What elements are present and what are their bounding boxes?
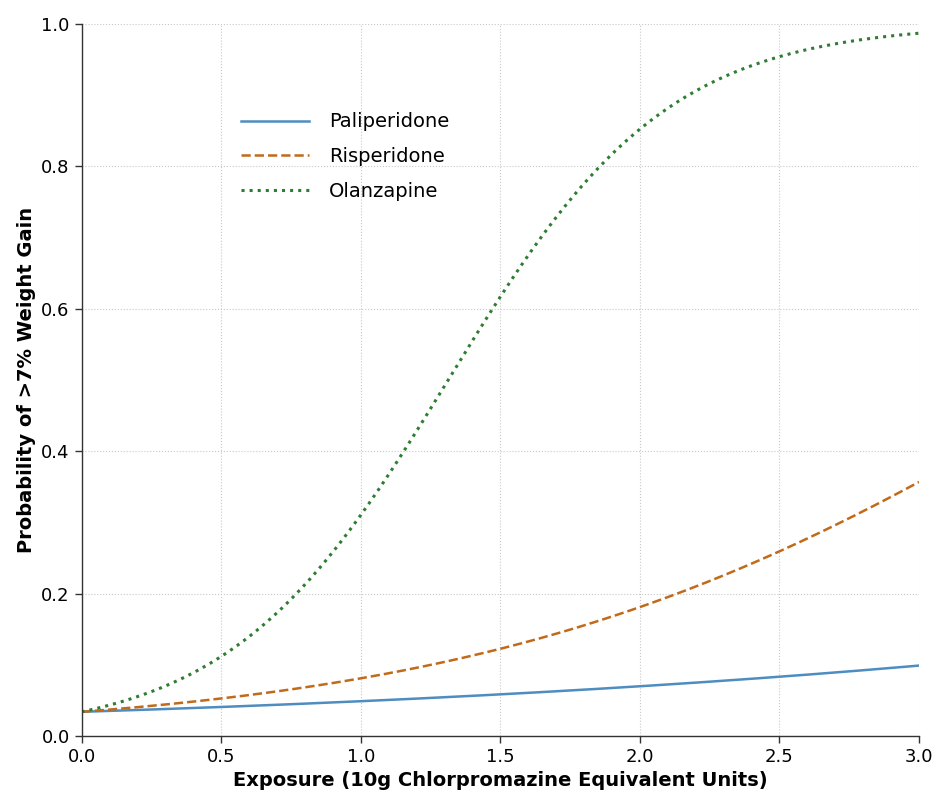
Risperidone: [479, 648, 490, 658]
Paliperidone: [893, 663, 904, 672]
Line: Paliperidone: Paliperidone: [82, 666, 919, 712]
Line: Risperidone: Risperidone: [82, 482, 919, 712]
Risperidone: [762, 552, 773, 562]
Paliperidone: [76, 707, 87, 717]
Paliperidone: [762, 673, 773, 683]
X-axis label: Exposure (10g Chlorpromazine Equivalent Units): Exposure (10g Chlorpromazine Equivalent …: [233, 771, 768, 790]
Legend: Paliperidone, Risperidone, Olanzapine: Paliperidone, Risperidone, Olanzapine: [234, 105, 457, 208]
Paliperidone: [479, 690, 490, 700]
Paliperidone: [913, 661, 924, 671]
Line: Olanzapine: Olanzapine: [82, 33, 919, 712]
Olanzapine: [893, 30, 904, 40]
Paliperidone: [529, 688, 541, 697]
Olanzapine: [479, 317, 490, 327]
Risperidone: [575, 621, 586, 631]
Risperidone: [893, 488, 904, 498]
Risperidone: [76, 707, 87, 717]
Paliperidone: [575, 685, 586, 695]
Olanzapine: [76, 707, 87, 717]
Paliperidone: [474, 691, 485, 700]
Olanzapine: [529, 241, 541, 251]
Risperidone: [474, 649, 485, 659]
Olanzapine: [575, 183, 586, 193]
Risperidone: [529, 635, 541, 645]
Olanzapine: [913, 28, 924, 38]
Olanzapine: [762, 55, 773, 65]
Y-axis label: Probability of >7% Weight Gain: Probability of >7% Weight Gain: [17, 207, 36, 553]
Risperidone: [913, 477, 924, 487]
Olanzapine: [474, 325, 485, 335]
